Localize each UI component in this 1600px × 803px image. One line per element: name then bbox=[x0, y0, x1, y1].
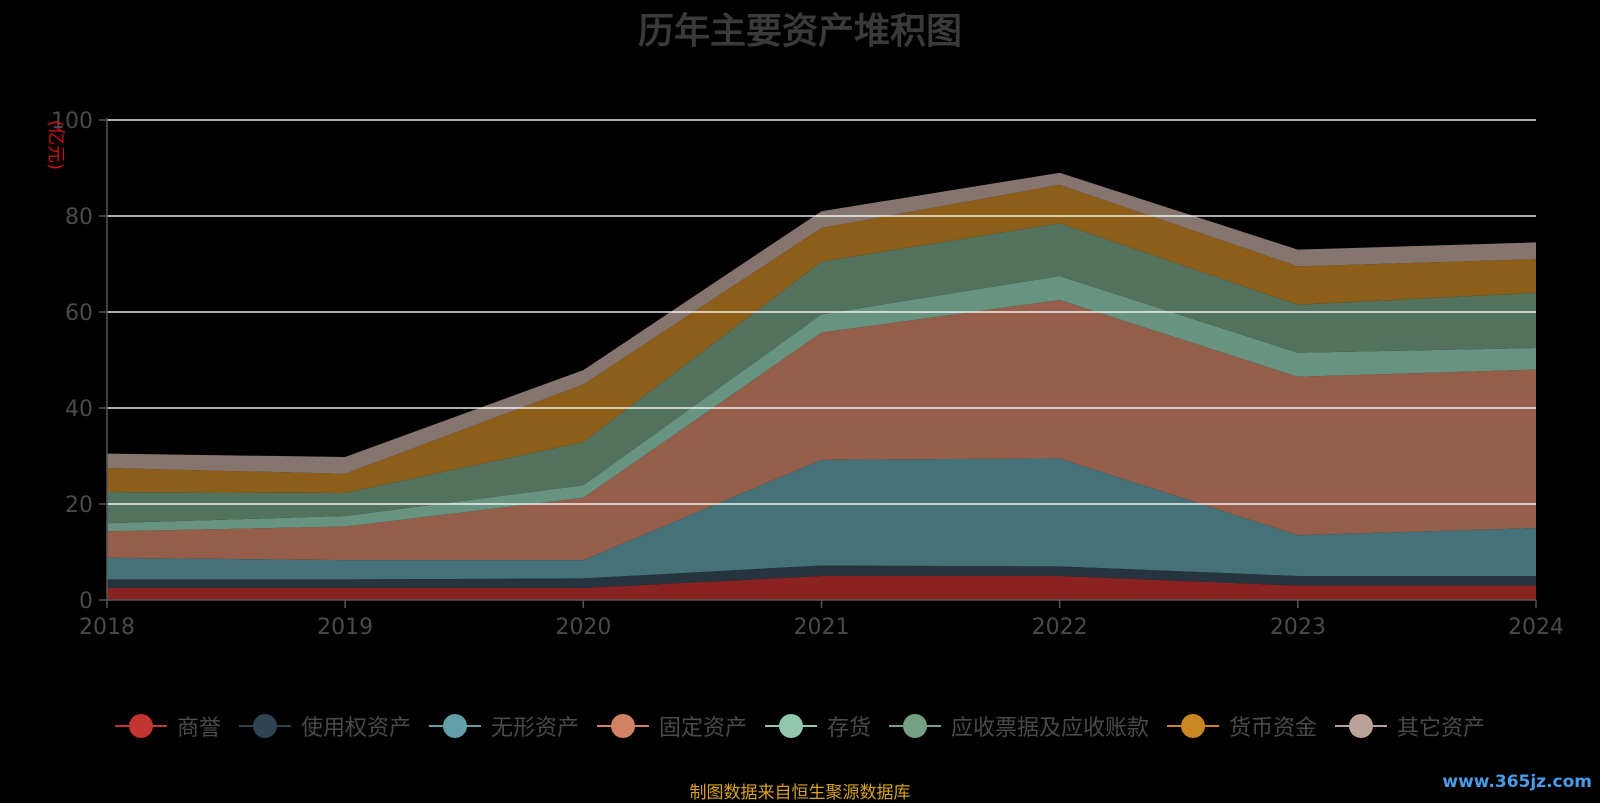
legend: 商誉 使用权资产 无形资产 固定资产 存货 应收票据及应收账款 货币资金 其它资产 bbox=[0, 710, 1600, 742]
x-tick-label-2: 2020 bbox=[555, 615, 611, 640]
legend-marker-icon bbox=[596, 713, 649, 739]
legend-marker-icon bbox=[238, 713, 291, 739]
x-tick-label-3: 2021 bbox=[794, 615, 850, 640]
legend-marker-icon bbox=[889, 713, 942, 739]
area-series-1 bbox=[107, 565, 1536, 588]
legend-label: 货币资金 bbox=[1229, 716, 1318, 741]
legend-marker-icon bbox=[428, 713, 481, 739]
legend-item-6[interactable]: 货币资金 bbox=[1167, 710, 1317, 742]
data-source-note: 制图数据来自恒生聚源数据库 bbox=[689, 783, 911, 803]
area-series-2 bbox=[107, 458, 1536, 580]
legend-label: 其它资产 bbox=[1397, 716, 1486, 741]
x-tick-label-1: 2019 bbox=[317, 615, 373, 640]
y-tick-label-2: 40 bbox=[65, 397, 93, 422]
legend-label: 固定资产 bbox=[658, 716, 747, 741]
legend-item-0[interactable]: 商誉 bbox=[114, 710, 221, 742]
legend-label: 商誉 bbox=[176, 716, 221, 741]
legend-marker-icon bbox=[765, 713, 817, 739]
legend-marker-icon bbox=[1167, 713, 1220, 739]
legend-item-5[interactable]: 应收票据及应收账款 bbox=[889, 710, 1149, 742]
y-tick-label-3: 60 bbox=[65, 301, 93, 326]
legend-item-4[interactable]: 存货 bbox=[765, 710, 871, 742]
y-tick-label-1: 20 bbox=[65, 493, 93, 518]
area-series-6 bbox=[107, 184, 1536, 493]
x-tick-label-6: 2024 bbox=[1508, 615, 1564, 640]
y-tick-label-0: 0 bbox=[79, 589, 93, 614]
area-series-0 bbox=[107, 576, 1536, 600]
chart-title: 历年主要资产堆积图 bbox=[637, 11, 962, 52]
legend-item-3[interactable]: 固定资产 bbox=[596, 710, 747, 742]
legend-label: 使用权资产 bbox=[300, 716, 411, 741]
legend-marker-icon bbox=[1335, 713, 1388, 739]
legend-item-2[interactable]: 无形资产 bbox=[428, 710, 579, 742]
legend-label: 存货 bbox=[827, 716, 872, 741]
y-tick-label-4: 80 bbox=[65, 205, 93, 230]
x-tick-label-4: 2022 bbox=[1032, 615, 1088, 640]
x-tick-label-0: 2018 bbox=[79, 615, 135, 640]
legend-item-7[interactable]: 其它资产 bbox=[1335, 710, 1485, 742]
legend-marker-icon bbox=[114, 713, 167, 739]
legend-item-1[interactable]: 使用权资产 bbox=[238, 710, 411, 742]
area-series-5 bbox=[107, 223, 1536, 524]
y-tick-label-5: 100 bbox=[51, 109, 93, 134]
legend-label: 应收票据及应收账款 bbox=[951, 716, 1150, 741]
watermark: www.365jz.com bbox=[1442, 772, 1592, 792]
area-series-3 bbox=[107, 300, 1536, 561]
area-series-4 bbox=[107, 276, 1536, 532]
legend-label: 无形资产 bbox=[490, 716, 579, 741]
x-tick-label-5: 2023 bbox=[1270, 615, 1326, 640]
y-axis-unit-label: (亿元) bbox=[45, 120, 66, 170]
